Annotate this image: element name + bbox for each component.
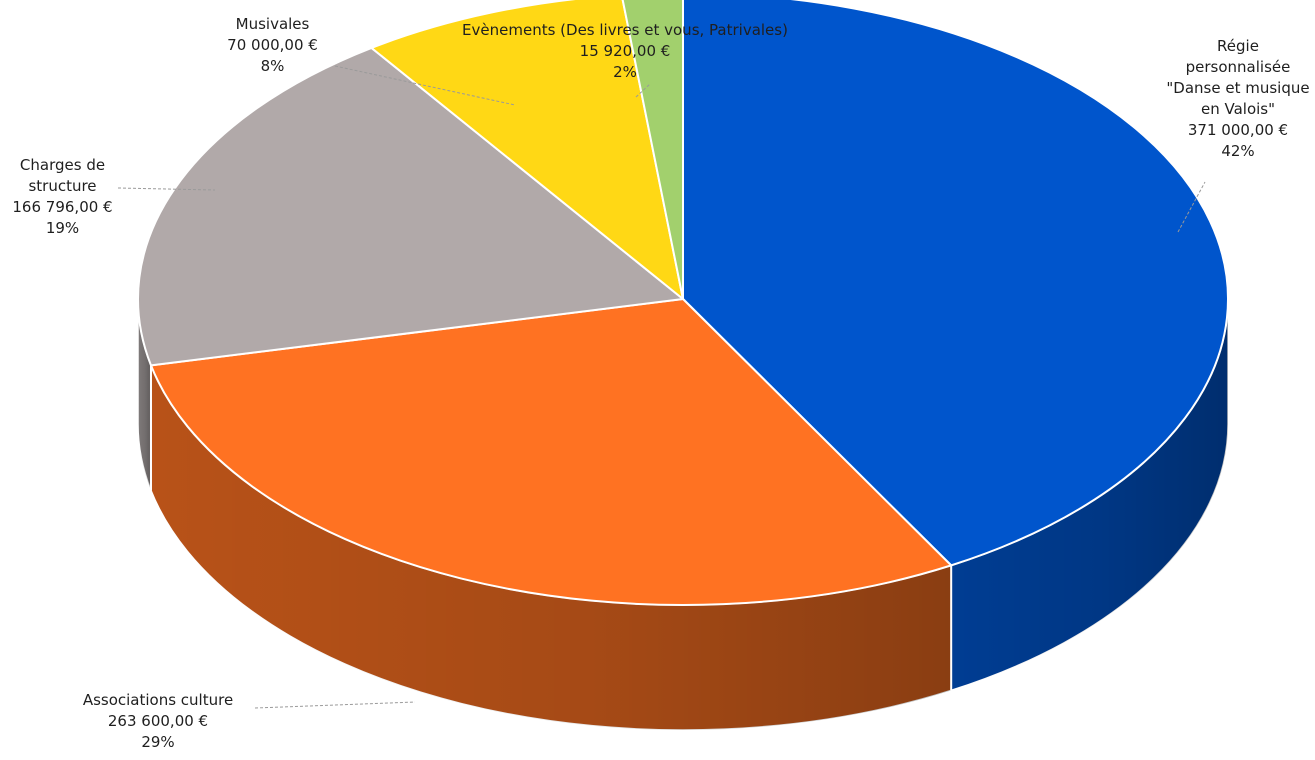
leader-lines [117,65,1206,709]
pie-wall-shading-regie [951,299,1228,691]
pie-slice-musivales [370,0,684,300]
leader-line-regie [1177,181,1206,233]
slice-label-evenements: Evènements (Des livres et vous, Patrival… [430,20,820,83]
slice-label-value: 15 920,00 € [579,42,671,60]
slice-label-value: 166 796,00 € [12,198,113,216]
slice-label-regie: Régie personnalisée "Danse et musique en… [1163,36,1313,162]
pie-wall-shading-charges [138,299,151,491]
slice-label-percent: 8% [260,57,285,75]
pie-slice-associations [149,298,953,606]
leader-line-musivales [334,65,516,106]
slice-label-value: 263 600,00 € [107,712,209,730]
slice-label-value: 70 000,00 € [227,36,318,54]
leader-line-evenements [635,83,651,98]
slice-label-musivales: Musivales 70 000,00 € 8% [205,14,340,77]
slice-label-percent: 42% [1221,142,1255,160]
slice-label-name: Régie personnalisée "Danse et musique en… [1166,37,1310,118]
leader-line-associations [254,701,416,709]
slice-label-name: Associations culture [82,691,234,709]
pie-side-walls [137,298,1229,731]
pie-slice-evenements [621,0,684,300]
leader-line-charges [117,187,216,191]
slice-label-associations: Associations culture 263 600,00 € 29% [58,690,258,753]
slice-label-percent: 29% [141,733,175,751]
pie-wall-shading-associations [150,365,952,730]
pie-slice-charges [137,46,684,367]
slice-label-name: Evènements (Des livres et vous, Patrival… [462,21,788,39]
pie-top-faces [137,0,1229,606]
slice-label-percent: 2% [613,63,637,81]
slice-label-name: Charges de structure [19,156,106,195]
slice-label-percent: 19% [45,219,80,237]
slice-label-charges: Charges de structure 166 796,00 € 19% [0,155,125,239]
pie-slice-regie [681,0,1229,567]
slice-label-name: Musivales [235,15,310,33]
slice-label-value: 371 000,00 € [1187,121,1289,139]
